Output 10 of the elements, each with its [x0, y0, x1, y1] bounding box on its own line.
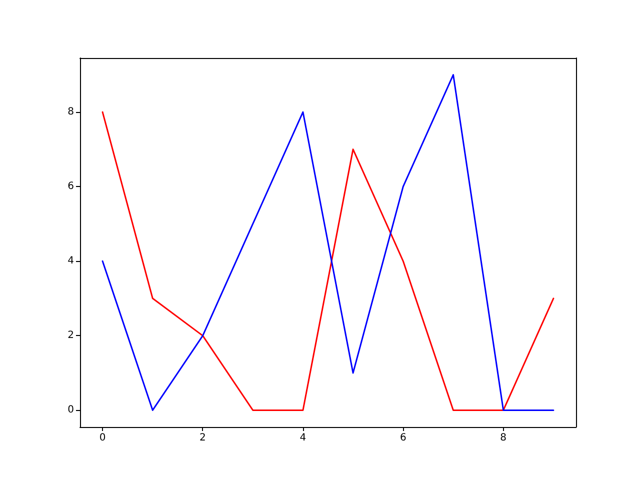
x-tick-label: 0 [99, 432, 106, 444]
x-tick-label: 6 [400, 432, 406, 444]
y-tick-label: 6 [68, 181, 74, 192]
x-tick-label: 4 [300, 432, 306, 444]
x-tick-label: 2 [200, 432, 206, 444]
y-tick-label: 4 [68, 256, 74, 267]
y-tick-label: 0 [68, 404, 74, 416]
x-tick-label: 8 [500, 432, 507, 444]
y-tick-label: 2 [68, 330, 74, 342]
y-tick-label: 8 [68, 106, 74, 118]
